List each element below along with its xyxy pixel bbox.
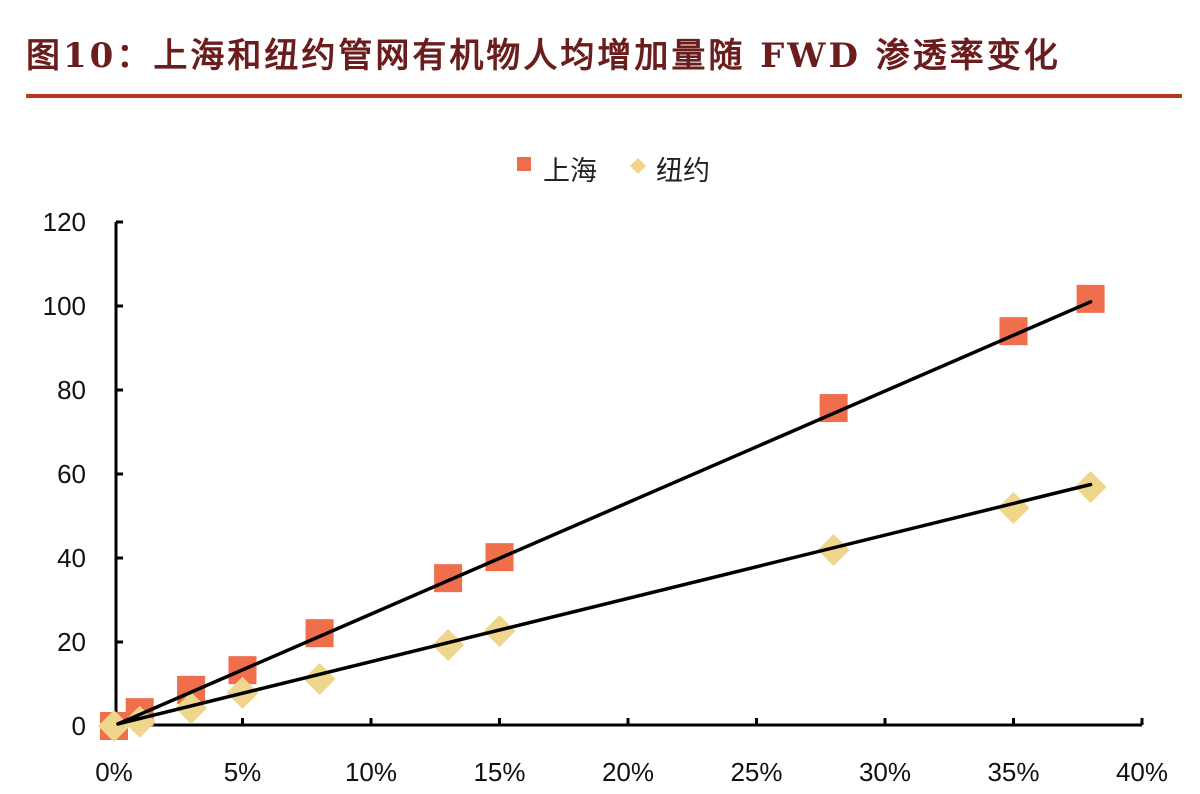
trendlines xyxy=(116,300,1093,726)
x-tick-label: 35% xyxy=(987,757,1039,787)
trendline xyxy=(116,300,1093,726)
y-tick-label: 40 xyxy=(57,543,86,573)
legend-diamond-icon xyxy=(630,158,646,174)
x-tick-label: 0% xyxy=(95,757,133,787)
y-tick-label: 0 xyxy=(72,711,86,741)
newyork-diamond-marker xyxy=(98,710,130,742)
trendline xyxy=(116,482,1093,726)
legend-label-shanghai: 上海 xyxy=(543,156,597,187)
x-tick-label: 5% xyxy=(224,757,262,787)
newyork-diamond-marker xyxy=(1074,471,1107,504)
x-tick-label: 20% xyxy=(602,757,654,787)
x-tick-label: 10% xyxy=(345,757,397,787)
newyork-diamond-marker xyxy=(123,705,156,738)
axes: 0 20 40 60 80 100 120 0% 5% 10% 15% 20% 25% 30% 35% 40% xyxy=(43,207,1168,787)
legend: 上海 纽约 xyxy=(517,156,710,187)
y-tick-label: 20 xyxy=(57,627,86,657)
y-tick-label: 60 xyxy=(57,459,86,489)
newyork-diamond-marker xyxy=(303,662,336,695)
x-tick-label: 15% xyxy=(473,757,525,787)
figure-title: 图10：上海和纽约管网有机物人均增加量随 FWD 渗透率变化 xyxy=(26,36,1061,76)
newyork-diamond-marker xyxy=(817,534,850,567)
x-tick-label: 40% xyxy=(1116,757,1168,787)
y-tick-label: 120 xyxy=(43,207,86,237)
newyork-diamond-marker xyxy=(432,628,465,661)
title-underline xyxy=(26,94,1182,98)
x-tick-label: 25% xyxy=(730,757,782,787)
x-tick-label: 30% xyxy=(859,757,911,787)
legend-square-icon xyxy=(517,157,531,171)
shanghai-square-marker xyxy=(1076,284,1105,313)
y-tick-label: 80 xyxy=(57,375,86,405)
newyork-diamond-marker xyxy=(175,691,208,724)
y-tick-label: 100 xyxy=(43,291,86,321)
legend-label-newyork: 纽约 xyxy=(656,156,710,187)
